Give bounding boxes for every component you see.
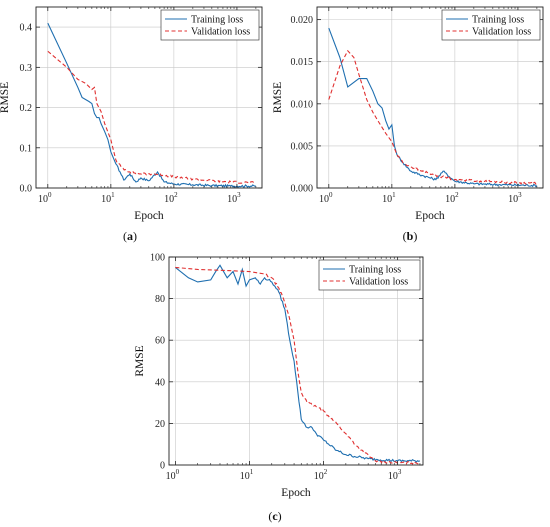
x-tick-label: 103 — [227, 191, 241, 205]
x-axis-label: Epoch — [415, 210, 445, 222]
legend-box — [318, 259, 421, 291]
y-tick-label: 0.005 — [291, 141, 314, 152]
y-tick-label: 0.4 — [20, 23, 33, 34]
x-tick-label: 103 — [388, 468, 402, 482]
legend-label: Training loss — [191, 15, 243, 26]
x-tick-label: 100 — [319, 191, 333, 205]
training-loss-line — [328, 27, 538, 188]
y-tick-label: 0.3 — [20, 63, 33, 74]
legend-label: Validation loss — [349, 277, 408, 288]
x-tick-label: 101 — [240, 468, 254, 482]
x-tick-label: 102 — [164, 191, 178, 205]
legend-box — [160, 9, 260, 41]
y-tick-label: 0 — [160, 461, 165, 472]
training-loss-line — [47, 22, 256, 188]
training-loss-line — [175, 264, 421, 463]
legend-label: Training loss — [349, 265, 401, 276]
y-tick-label: 0.020 — [291, 15, 314, 26]
y-tick-label: 0.015 — [291, 57, 314, 68]
legend-box — [441, 9, 541, 41]
y-tick-label: 60 — [155, 336, 165, 347]
x-axis-label: Epoch — [134, 210, 164, 222]
legend-label: Training loss — [472, 15, 524, 26]
y-tick-label: 0.1 — [20, 143, 33, 154]
panel-label: (c) — [268, 509, 281, 523]
panel-label: (a) — [123, 229, 137, 243]
y-tick-label: 40 — [155, 377, 165, 388]
y-tick-label: 80 — [155, 294, 165, 305]
y-axis-label: RMSE — [0, 82, 11, 113]
legend-label: Validation loss — [191, 27, 250, 38]
x-tick-label: 103 — [508, 191, 522, 205]
legend-label: Validation loss — [472, 27, 531, 38]
y-axis-label: RMSE — [272, 82, 284, 113]
panel-a: 0.0 0.1 0.2 0.3 0.4 100 101 102 103 Epoch RMSE Trai… — [0, 6, 263, 243]
y-tick-label: 100 — [150, 253, 165, 264]
y-tick-label: 20 — [155, 419, 165, 430]
panel-b: 0.000 0.005 0.010 0.015 0.020 100 101 102 103 Epo… — [272, 6, 544, 243]
x-tick-label: 100 — [166, 468, 180, 482]
y-axis-label: RMSE — [134, 345, 146, 376]
y-tick-label: 0.2 — [20, 103, 33, 114]
validation-loss-line — [47, 50, 257, 184]
validation-loss-line — [328, 49, 538, 185]
x-tick-label: 102 — [314, 468, 328, 482]
y-tick-label: 0.0 — [20, 184, 33, 195]
panel-c: 0 20 40 60 80 100 100 101 102 103 Epoch RMSE Trainin… — [134, 253, 424, 523]
panel-label: (b) — [403, 229, 418, 243]
plot-frame — [168, 256, 424, 466]
y-tick-label: 0.000 — [291, 184, 314, 195]
x-tick-label: 100 — [38, 191, 52, 205]
x-axis-label: Epoch — [281, 487, 311, 499]
x-tick-label: 102 — [445, 191, 459, 205]
x-tick-label: 101 — [382, 191, 396, 205]
validation-loss-line — [175, 266, 421, 465]
y-tick-label: 0.010 — [291, 99, 314, 110]
x-tick-label: 101 — [101, 191, 115, 205]
